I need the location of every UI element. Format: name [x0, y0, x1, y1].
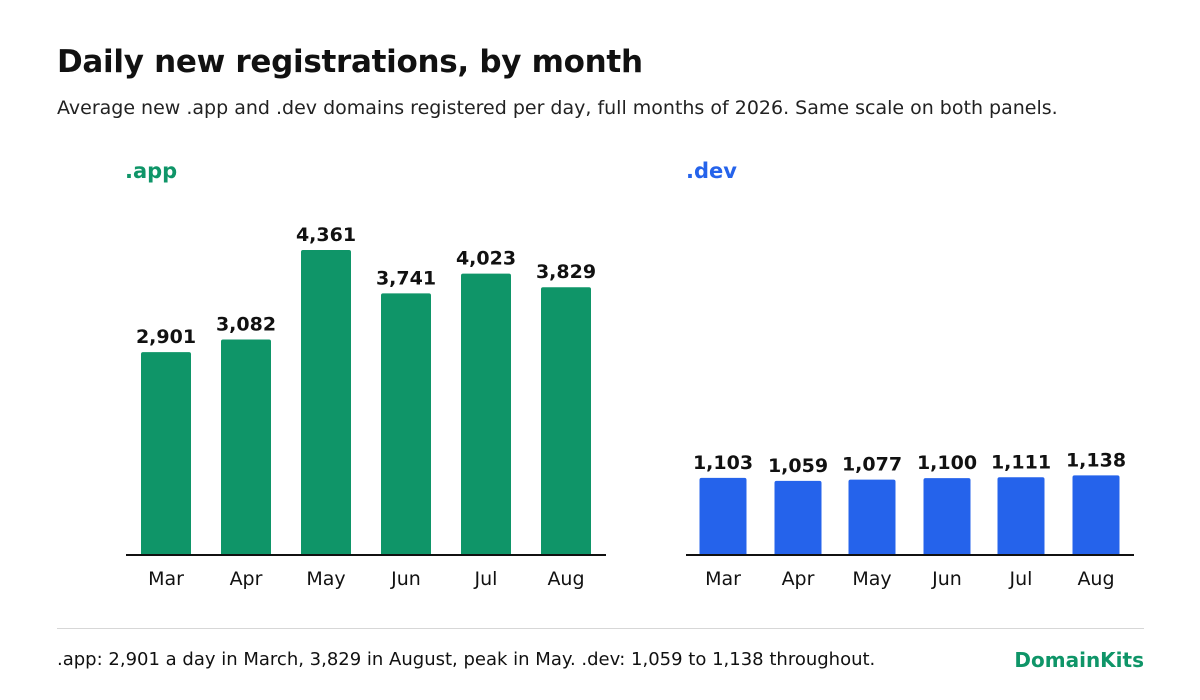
- x-tick-label-dev-mar: Mar: [705, 568, 741, 590]
- x-tick-label-app-aug: Aug: [547, 568, 584, 590]
- bar-app-jul: [461, 273, 511, 555]
- value-label-dev-jun: 1,100: [917, 452, 977, 474]
- value-label-dev-mar: 1,103: [693, 452, 753, 474]
- value-label-app-apr: 3,082: [216, 313, 276, 335]
- value-label-dev-jul: 1,111: [991, 451, 1051, 473]
- bar-app-jun: [381, 293, 431, 555]
- value-label-app-mar: 2,901: [136, 326, 196, 348]
- value-label-app-jul: 4,023: [456, 248, 516, 270]
- bar-app-aug: [541, 287, 591, 555]
- bar-app-mar: [141, 352, 191, 555]
- bar-dev-mar: [699, 477, 747, 555]
- panel-label-app: .app: [125, 159, 178, 183]
- footer-summary: .app: 2,901 a day in March, 3,829 in Aug…: [57, 649, 876, 670]
- chart-subtitle: Average new .app and .dev domains regist…: [57, 97, 1058, 119]
- bar-dev-jun: [923, 478, 971, 555]
- x-tick-label-dev-aug: Aug: [1077, 568, 1114, 590]
- value-label-app-jun: 3,741: [376, 267, 436, 289]
- x-tick-label-dev-may: May: [852, 568, 891, 590]
- bar-dev-jul: [997, 477, 1045, 555]
- value-label-app-may: 4,361: [296, 224, 356, 246]
- brand-logo: DomainKits: [1014, 648, 1144, 672]
- x-tick-label-dev-jun: Jun: [931, 568, 962, 590]
- x-tick-label-app-apr: Apr: [230, 568, 263, 590]
- x-tick-label-app-jul: Jul: [474, 568, 498, 590]
- bar-dev-may: [848, 479, 896, 555]
- footer-divider: [57, 628, 1144, 629]
- x-tick-label-dev-jul: Jul: [1009, 568, 1033, 590]
- bar-app-may: [301, 250, 351, 555]
- chart-title: Daily new registrations, by month: [57, 44, 643, 80]
- bar-app-apr: [221, 339, 271, 555]
- bar-dev-aug: [1072, 475, 1120, 555]
- value-label-dev-aug: 1,138: [1066, 449, 1126, 471]
- x-tick-label-app-may: May: [306, 568, 345, 590]
- x-tick-label-dev-apr: Apr: [782, 568, 815, 590]
- value-label-app-aug: 3,829: [536, 261, 596, 283]
- bar-dev-apr: [774, 480, 822, 555]
- x-tick-label-app-jun: Jun: [390, 568, 421, 590]
- x-tick-label-app-mar: Mar: [148, 568, 184, 590]
- value-label-dev-apr: 1,059: [768, 455, 828, 477]
- panel-label-dev: .dev: [686, 159, 737, 183]
- value-label-dev-may: 1,077: [842, 454, 902, 476]
